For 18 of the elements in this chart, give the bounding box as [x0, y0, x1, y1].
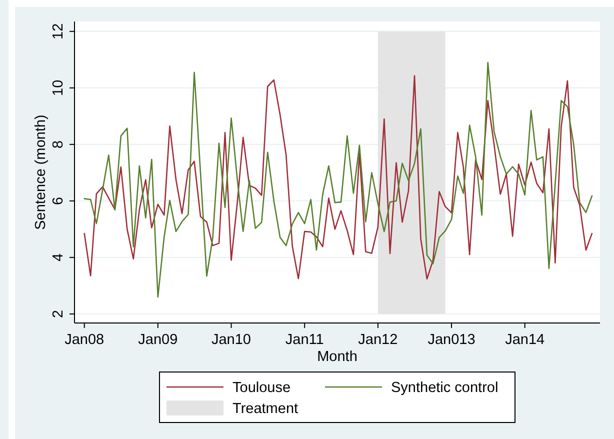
y-tick-label: 2: [50, 310, 66, 318]
legend-label: Treatment: [232, 401, 298, 417]
y-tick-label: 4: [50, 253, 66, 262]
y-axis-title: Sentence (month): [33, 114, 49, 230]
legend-label: Synthetic control: [391, 380, 498, 396]
y-tick-label: 12: [50, 23, 66, 40]
x-tick-label: Jan14: [505, 332, 545, 348]
x-tick-label: Jan09: [138, 332, 178, 348]
x-tick-label: Jan11: [285, 332, 324, 348]
y-tick-label: 6: [50, 196, 66, 205]
x-tick-label: Jan12: [358, 332, 398, 348]
x-tick-label: Jan08: [64, 332, 104, 348]
y-tick-label: 8: [50, 140, 66, 148]
x-axis-title: Month: [317, 349, 358, 365]
x-tick-label: Jan013: [428, 332, 476, 348]
y-tick-label: 10: [50, 80, 66, 96]
x-tick-label: Jan10: [211, 332, 252, 348]
legend-label: Toulouse: [232, 380, 291, 396]
